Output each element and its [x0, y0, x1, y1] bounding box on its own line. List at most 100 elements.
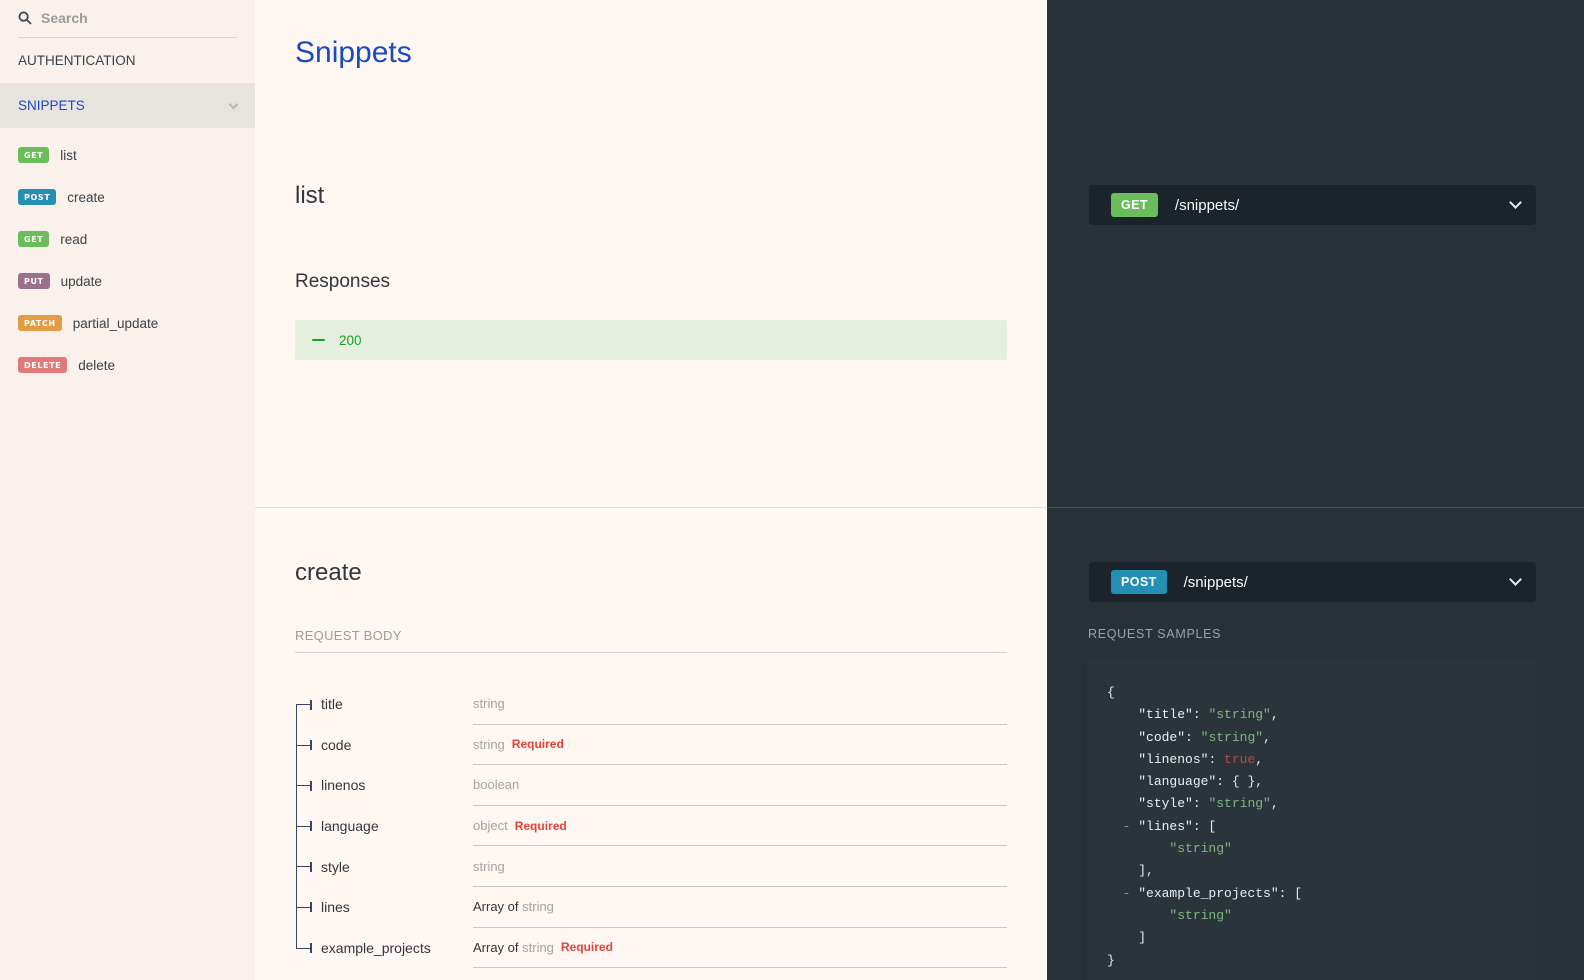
- field-type-cell: object Required: [473, 806, 1007, 847]
- endpoint-path: /snippets/: [1174, 196, 1240, 214]
- field-type-cell: string: [473, 846, 1007, 887]
- field-name-cell: lines: [295, 887, 473, 928]
- field-name: code: [321, 736, 352, 753]
- field-type: string: [522, 899, 554, 915]
- field-name-cell: code: [295, 725, 473, 766]
- field-row-style: style string: [295, 846, 1007, 887]
- code-line: ]: [1107, 927, 1516, 949]
- sidebar-item-list[interactable]: GET list: [0, 134, 255, 176]
- sidebar-item-label: list: [60, 147, 77, 163]
- panel-section-divider: [1047, 507, 1584, 508]
- code-token: [1107, 841, 1169, 856]
- code-token: [1107, 774, 1138, 789]
- code-token: ],: [1107, 863, 1154, 879]
- required-badge: Required: [511, 737, 564, 752]
- sidebar-item-label: update: [60, 273, 102, 289]
- tree-branch-line: [296, 947, 310, 949]
- field-row-linenos: linenos boolean: [295, 765, 1007, 806]
- field-name: title: [321, 696, 343, 713]
- field-type: string: [522, 939, 554, 955]
- code-line: "string": [1107, 838, 1516, 860]
- field-name-cell: language: [295, 806, 473, 847]
- code-line: ],: [1107, 860, 1516, 882]
- field-name-cell: linenos: [295, 765, 473, 806]
- request-samples-label: REQUEST SAMPLES: [1088, 627, 1222, 641]
- code-token: "lines": [1138, 818, 1193, 834]
- code-token: "example_projects": [1138, 885, 1279, 901]
- code-line: }: [1107, 950, 1516, 972]
- endpoint-dropdown-get[interactable]: GET/snippets/: [1089, 185, 1536, 225]
- sidebar-section-label: AUTHENTICATION: [18, 53, 136, 68]
- code-token: ,: [1263, 729, 1271, 745]
- field-type-cell: boolean: [473, 765, 1007, 806]
- field-row-lines: lines Array of string: [295, 887, 1007, 928]
- sidebar-item-delete[interactable]: DELETE delete: [0, 344, 255, 386]
- field-row-example_projects: example_projects Array of string Required: [295, 928, 1007, 969]
- code-token: :: [1192, 796, 1209, 812]
- field-type-cell: string: [473, 684, 1007, 725]
- endpoint-dropdown-post[interactable]: POST/snippets/: [1089, 562, 1536, 602]
- field-row-code: code string Required: [295, 725, 1007, 766]
- code-token: ]: [1107, 930, 1147, 946]
- tree-branch-line: [296, 744, 310, 746]
- field-type-cell: Array of string Required: [473, 928, 1007, 969]
- sidebar-section-label: SNIPPETS: [18, 98, 85, 113]
- code-line: {: [1107, 682, 1516, 704]
- code-token: "language": [1138, 774, 1217, 790]
- page-title: Snippets: [295, 36, 412, 69]
- required-badge: Required: [514, 818, 567, 833]
- field-type: string: [473, 736, 505, 752]
- code-token: [1107, 796, 1138, 811]
- field-type-prefix: Array of: [473, 939, 523, 955]
- code-token: [1107, 730, 1138, 745]
- code-token: [1107, 752, 1138, 767]
- sidebar-section-authentication[interactable]: AUTHENTICATION: [0, 38, 255, 83]
- tree-branch-line: [296, 785, 310, 787]
- field-name-cell: title: [295, 684, 473, 725]
- operation-heading-create: create: [295, 559, 362, 586]
- code-token: "string": [1208, 796, 1271, 812]
- tree-branch-tick: [310, 821, 312, 832]
- section-divider: [255, 507, 1047, 508]
- response-code: 200: [339, 332, 362, 348]
- code-token: "style": [1138, 796, 1193, 812]
- code-token: "linenos": [1138, 751, 1209, 767]
- tree-branch-line: [296, 704, 310, 705]
- samples-panel: GET/snippets/POST/snippets/ REQUEST SAMP…: [1047, 0, 1584, 980]
- code-token: : [: [1278, 885, 1303, 901]
- main-content: Snippets list Responses 200 create REQUE…: [255, 0, 1047, 980]
- code-token: [1107, 908, 1169, 923]
- responses-heading: Responses: [295, 271, 391, 292]
- sidebar-item-update[interactable]: PUT update: [0, 260, 255, 302]
- collapse-toggle-icon[interactable]: -: [1122, 885, 1139, 901]
- chevron-down-icon: [228, 99, 239, 109]
- tree-branch-tick: [310, 740, 312, 751]
- sidebar-item-partial_update[interactable]: PATCH partial_update: [0, 302, 255, 344]
- response-row-200[interactable]: 200: [295, 320, 1007, 360]
- request-body-label: REQUEST BODY: [295, 628, 1007, 653]
- required-badge: Required: [560, 940, 613, 955]
- field-name: style: [321, 858, 350, 875]
- sidebar-item-create[interactable]: POST create: [0, 176, 255, 218]
- field-name: example_projects: [321, 939, 431, 956]
- operation-heading-list: list: [295, 182, 325, 209]
- request-body-fields-table: title string code string Required linenos bool…: [295, 684, 1007, 969]
- code-token: "string": [1169, 841, 1232, 857]
- code-token: : [: [1192, 818, 1217, 834]
- collapse-minus-icon: [312, 338, 325, 342]
- collapse-toggle-icon[interactable]: -: [1122, 818, 1139, 834]
- chevron-down-icon: [1509, 196, 1522, 209]
- field-name: linenos: [321, 777, 366, 794]
- code-token: true: [1224, 751, 1256, 767]
- search-input[interactable]: [41, 10, 237, 26]
- field-type-cell: string Required: [473, 725, 1007, 766]
- sidebar-section-snippets[interactable]: SNIPPETS: [0, 83, 255, 128]
- field-row-language: language object Required: [295, 806, 1007, 847]
- sidebar-operations: GET list POST create GET read PUT update PATCH pa…: [0, 134, 255, 386]
- field-type-cell: Array of string: [473, 887, 1007, 928]
- endpoint-method-badge: POST: [1111, 570, 1167, 594]
- sidebar-item-read[interactable]: GET read: [0, 218, 255, 260]
- tree-branch-line: [296, 866, 310, 868]
- code-line: "language": { },: [1107, 771, 1516, 793]
- code-line: "style": "string",: [1107, 793, 1516, 815]
